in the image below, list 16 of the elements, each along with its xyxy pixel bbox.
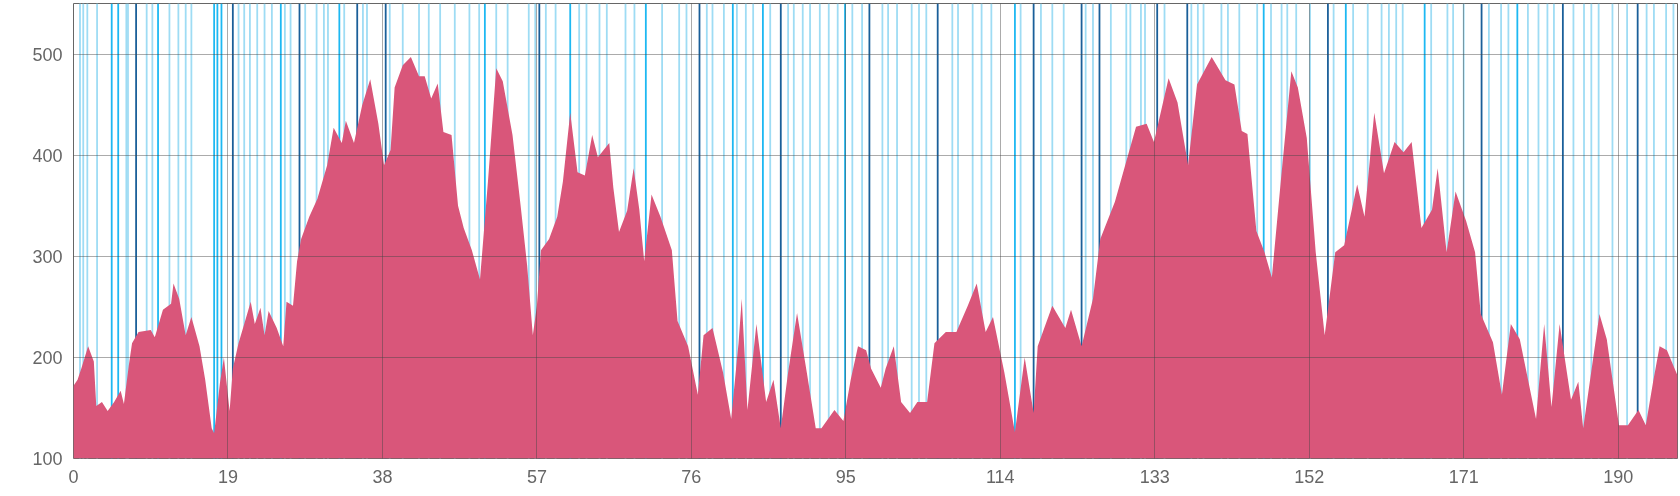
x-tick-label: 19 [217,466,238,487]
x-tick-label: 38 [372,466,393,487]
x-tick-label: 0 [68,466,79,487]
x-tick-label: 190 [1603,466,1634,487]
x-tick-label: 76 [681,466,702,487]
y-tick-label: 200 [32,347,63,368]
y-tick-label: 100 [32,449,63,469]
x-tick-label: 133 [1139,466,1170,487]
x-tick-label: 57 [526,466,547,487]
y-tick-label: 300 [32,246,63,267]
x-tick-label: 152 [1294,466,1325,487]
x-tick-label: 171 [1448,466,1479,487]
y-tick-label: 400 [32,145,63,166]
x-tick-label: 95 [835,466,856,487]
y-tick-label: 500 [32,44,63,65]
x-tick-label: 114 [985,466,1015,487]
